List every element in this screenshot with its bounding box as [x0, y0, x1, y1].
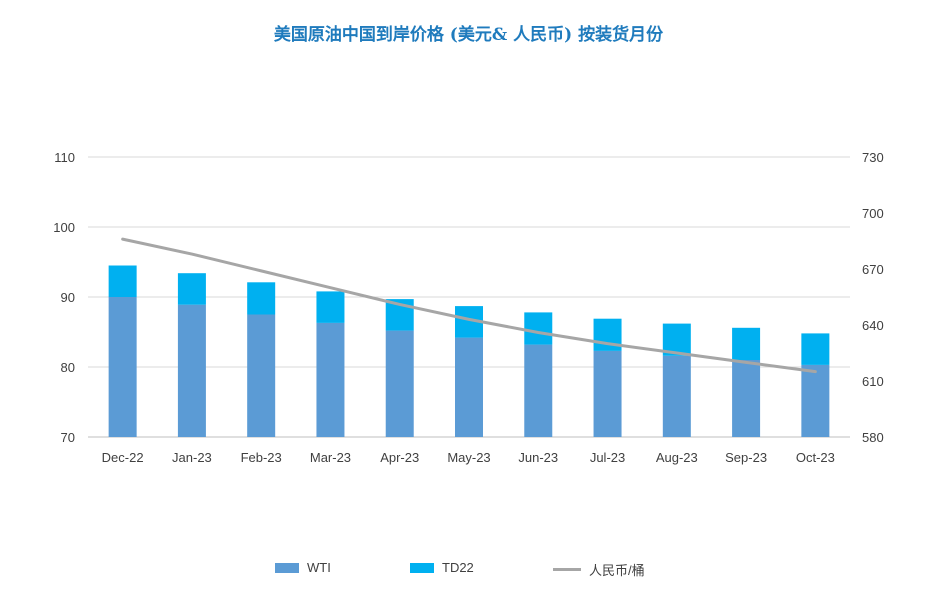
y-axis-left: 70 80 90 100 110	[53, 150, 75, 445]
bar-wti	[593, 350, 622, 437]
x-tick-label: Jun-23	[518, 450, 558, 465]
x-tick-label: Apr-23	[380, 450, 419, 465]
bar-wti	[801, 364, 830, 437]
x-tick-label: May-23	[447, 450, 490, 465]
bar-td22	[316, 291, 345, 323]
x-tick-label: Jul-23	[590, 450, 625, 465]
y-tick-label: 80	[61, 360, 75, 375]
bar-group	[108, 265, 830, 437]
y2-tick-label: 730	[862, 150, 884, 165]
bar-wti	[662, 355, 691, 437]
bar-wti	[177, 304, 206, 437]
legend-swatch-rmb	[553, 568, 581, 571]
y2-tick-label: 640	[862, 318, 884, 333]
bar-wti	[732, 360, 761, 437]
legend-item-rmb: 人民币/桶	[553, 560, 645, 579]
legend-swatch-wti	[275, 562, 299, 573]
y-axis-right: 580 610 640 670 700 730	[862, 150, 884, 445]
legend-label-wti: WTI	[307, 560, 331, 575]
x-axis: Dec-22 Jan-23 Feb-23 Mar-23 Apr-23 May-23 Jun-…	[102, 450, 835, 465]
chart-title: 美国原油中国到岸价格 (美元& 人民币) 按装货月份	[273, 25, 664, 45]
y-tick-label: 110	[54, 150, 75, 165]
bar-td22	[524, 312, 553, 345]
legend-swatch-td22	[410, 562, 434, 573]
y2-tick-label: 670	[862, 262, 884, 277]
y2-tick-label: 610	[862, 374, 884, 389]
bar-td22	[247, 282, 276, 315]
bar-td22	[108, 265, 137, 297]
x-tick-label: Dec-22	[102, 450, 144, 465]
x-tick-label: Feb-23	[241, 450, 282, 465]
bar-wti	[385, 330, 414, 437]
legend: WTI TD22 人民币/桶	[0, 560, 937, 584]
x-tick-label: Mar-23	[310, 450, 351, 465]
bar-wti	[524, 344, 553, 437]
y-tick-label: 70	[61, 430, 75, 445]
legend-item-td22: TD22	[410, 560, 474, 575]
y-tick-label: 90	[61, 290, 75, 305]
legend-label-td22: TD22	[442, 560, 474, 575]
bar-td22	[801, 333, 830, 365]
x-tick-label: Oct-23	[796, 450, 835, 465]
y2-tick-label: 700	[862, 206, 884, 221]
x-tick-label: Sep-23	[725, 450, 767, 465]
x-tick-label: Aug-23	[656, 450, 698, 465]
x-tick-label: Jan-23	[172, 450, 212, 465]
line-group	[121, 237, 817, 374]
bar-wti	[316, 322, 345, 437]
bar-td22	[177, 273, 206, 305]
bar-wti	[455, 337, 483, 437]
y2-tick-label: 580	[862, 430, 884, 445]
legend-label-rmb: 人民币/桶	[589, 563, 645, 578]
bar-wti	[247, 314, 276, 437]
legend-item-wti: WTI	[275, 560, 331, 575]
y-tick-label: 100	[53, 220, 75, 235]
bar-wti	[108, 297, 137, 437]
bar-td22	[732, 327, 761, 360]
